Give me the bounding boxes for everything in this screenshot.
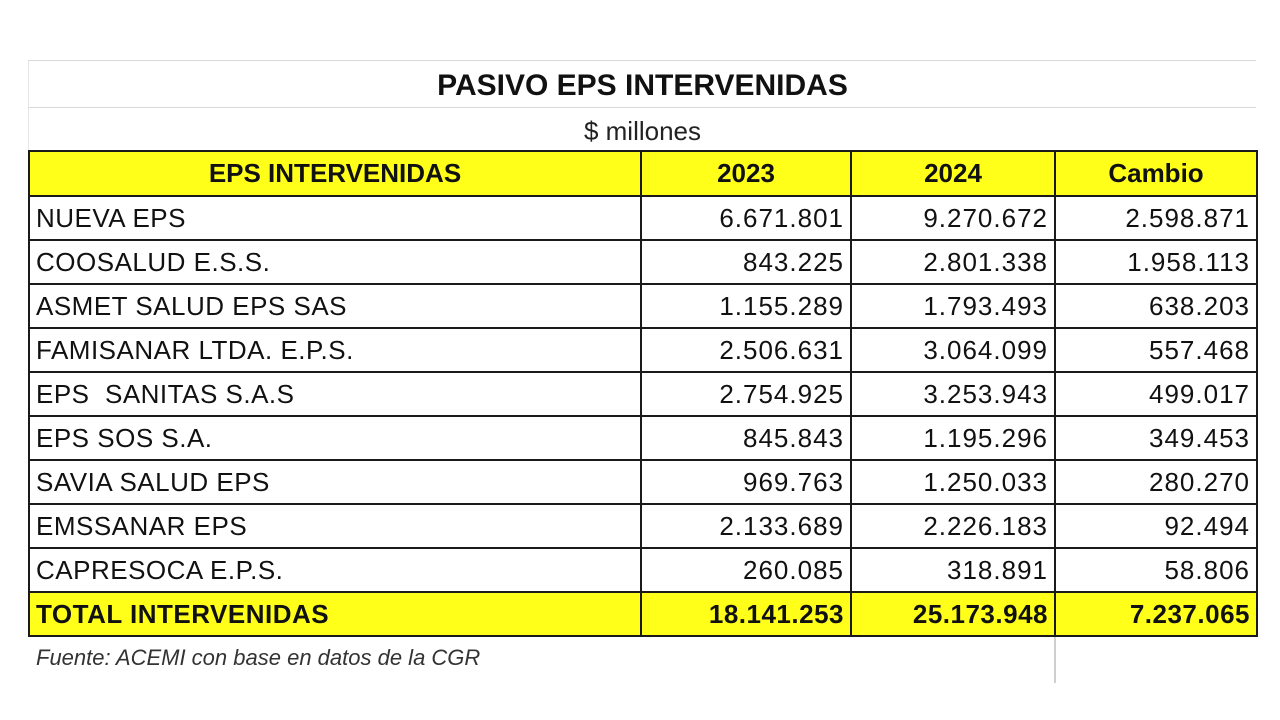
value-2024-cell: 318.891 [850,547,1056,593]
total-label-cell: TOTAL INTERVENIDAS [28,591,642,637]
table-row: FAMISANAR LTDA. E.P.S. 2.506.631 3.064.0… [28,327,1258,373]
table-row: ASMET SALUD EPS SAS 1.155.289 1.793.493 … [28,283,1258,329]
value-2023-cell: 2.754.925 [640,371,852,417]
table-row: CAPRESOCA E.P.S. 260.085 318.891 58.806 [28,547,1258,593]
header-2023: 2023 [640,150,852,197]
change-cell: 280.270 [1054,459,1258,505]
table-title: PASIVO EPS INTERVENIDAS [28,60,1256,108]
header-cambio: Cambio [1054,150,1258,197]
value-2024-cell: 9.270.672 [850,195,1056,241]
change-cell: 1.958.113 [1054,239,1258,285]
table-row: COOSALUD E.S.S. 843.225 2.801.338 1.958.… [28,239,1258,285]
eps-name-cell: EPS SANITAS S.A.S [28,371,642,417]
table-row: NUEVA EPS 6.671.801 9.270.672 2.598.871 [28,195,1258,241]
eps-name-cell: FAMISANAR LTDA. E.P.S. [28,327,642,373]
value-2023-cell: 260.085 [640,547,852,593]
value-2023-cell: 1.155.289 [640,283,852,329]
total-change-cell: 7.237.065 [1054,591,1258,637]
eps-name-cell: COOSALUD E.S.S. [28,239,642,285]
total-2024-cell: 25.173.948 [850,591,1056,637]
value-2024-cell: 1.195.296 [850,415,1056,461]
value-2023-cell: 2.133.689 [640,503,852,549]
eps-name-cell: SAVIA SALUD EPS [28,459,642,505]
value-2023-cell: 969.763 [640,459,852,505]
change-cell: 92.494 [1054,503,1258,549]
liabilities-table-sheet: PASIVO EPS INTERVENIDAS $ millones EPS I… [28,60,1258,683]
change-cell: 557.468 [1054,327,1258,373]
eps-name-cell: ASMET SALUD EPS SAS [28,283,642,329]
value-2024-cell: 3.064.099 [850,327,1056,373]
value-2024-cell: 3.253.943 [850,371,1056,417]
source-note: Fuente: ACEMI con base en datos de la CG… [36,645,481,670]
change-cell: 638.203 [1054,283,1258,329]
cell-divider [1054,637,1056,683]
value-2024-cell: 1.793.493 [850,283,1056,329]
eps-name-cell: CAPRESOCA E.P.S. [28,547,642,593]
value-2023-cell: 843.225 [640,239,852,285]
change-cell: 499.017 [1054,371,1258,417]
total-2023-cell: 18.141.253 [640,591,852,637]
change-cell: 349.453 [1054,415,1258,461]
value-2024-cell: 2.226.183 [850,503,1056,549]
eps-name-cell: EPS SOS S.A. [28,415,642,461]
header-eps: EPS INTERVENIDAS [28,150,642,197]
eps-name-cell: EMSSANAR EPS [28,503,642,549]
change-cell: 58.806 [1054,547,1258,593]
eps-name-cell: NUEVA EPS [28,195,642,241]
total-row: TOTAL INTERVENIDAS 18.141.253 25.173.948… [28,591,1258,637]
eps-liabilities-table: EPS INTERVENIDAS 2023 2024 Cambio NUEVA … [28,150,1258,637]
value-2023-cell: 6.671.801 [640,195,852,241]
change-cell: 2.598.871 [1054,195,1258,241]
table-row: EMSSANAR EPS 2.133.689 2.226.183 92.494 [28,503,1258,549]
table-row: EPS SOS S.A. 845.843 1.195.296 349.453 [28,415,1258,461]
table-row: SAVIA SALUD EPS 969.763 1.250.033 280.27… [28,459,1258,505]
header-row: EPS INTERVENIDAS 2023 2024 Cambio [28,150,1258,197]
table-subtitle: $ millones [28,108,1256,150]
table-row: EPS SANITAS S.A.S 2.754.925 3.253.943 49… [28,371,1258,417]
value-2024-cell: 2.801.338 [850,239,1056,285]
value-2024-cell: 1.250.033 [850,459,1056,505]
value-2023-cell: 2.506.631 [640,327,852,373]
value-2023-cell: 845.843 [640,415,852,461]
header-2024: 2024 [850,150,1056,197]
table-body: NUEVA EPS 6.671.801 9.270.672 2.598.871 … [28,195,1258,637]
source-row: Fuente: ACEMI con base en datos de la CG… [28,637,1256,683]
